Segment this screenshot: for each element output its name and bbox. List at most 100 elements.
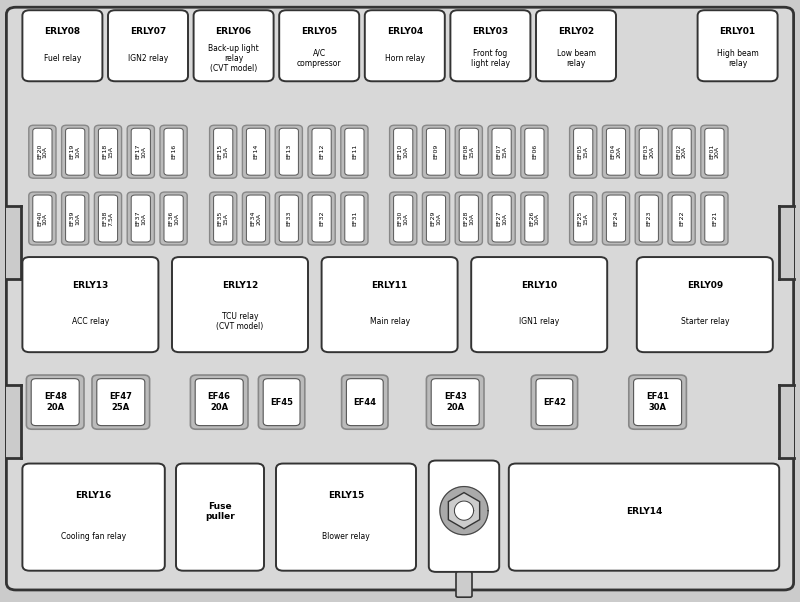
Text: Starter relay: Starter relay bbox=[681, 317, 729, 326]
FancyBboxPatch shape bbox=[279, 128, 298, 175]
FancyBboxPatch shape bbox=[639, 128, 658, 175]
FancyBboxPatch shape bbox=[190, 375, 248, 429]
FancyBboxPatch shape bbox=[390, 125, 417, 178]
Text: EF10
10A: EF10 10A bbox=[398, 144, 409, 160]
FancyBboxPatch shape bbox=[635, 125, 662, 178]
FancyBboxPatch shape bbox=[22, 257, 158, 352]
FancyBboxPatch shape bbox=[525, 195, 544, 242]
FancyBboxPatch shape bbox=[570, 125, 597, 178]
FancyBboxPatch shape bbox=[94, 125, 122, 178]
Text: EF33: EF33 bbox=[286, 211, 291, 226]
FancyBboxPatch shape bbox=[246, 128, 266, 175]
FancyBboxPatch shape bbox=[279, 195, 298, 242]
FancyBboxPatch shape bbox=[346, 379, 383, 426]
Text: Fuel relay: Fuel relay bbox=[44, 54, 81, 63]
FancyBboxPatch shape bbox=[22, 10, 102, 81]
Text: EF37
10A: EF37 10A bbox=[135, 211, 146, 226]
Text: EF43
20A: EF43 20A bbox=[444, 393, 466, 412]
FancyBboxPatch shape bbox=[536, 379, 573, 426]
Text: ERLY06: ERLY06 bbox=[215, 27, 252, 36]
Polygon shape bbox=[448, 492, 480, 529]
FancyBboxPatch shape bbox=[176, 464, 264, 571]
FancyBboxPatch shape bbox=[672, 128, 691, 175]
Text: ERLY09: ERLY09 bbox=[686, 281, 723, 290]
FancyBboxPatch shape bbox=[536, 10, 616, 81]
FancyBboxPatch shape bbox=[521, 192, 548, 245]
Text: EF22: EF22 bbox=[679, 211, 684, 226]
Text: EF28
10A: EF28 10A bbox=[463, 211, 474, 226]
Text: ERLY07: ERLY07 bbox=[130, 27, 166, 36]
FancyBboxPatch shape bbox=[365, 10, 445, 81]
Text: ERLY02: ERLY02 bbox=[558, 27, 594, 36]
FancyBboxPatch shape bbox=[31, 379, 79, 426]
Text: EF41
30A: EF41 30A bbox=[646, 393, 669, 412]
Text: EF02
20A: EF02 20A bbox=[676, 144, 687, 160]
Text: EF42: EF42 bbox=[543, 398, 566, 406]
Text: EF06: EF06 bbox=[532, 144, 537, 160]
Text: EF03
20A: EF03 20A bbox=[643, 144, 654, 160]
FancyBboxPatch shape bbox=[570, 192, 597, 245]
FancyBboxPatch shape bbox=[164, 128, 183, 175]
Text: EF45: EF45 bbox=[270, 398, 293, 406]
Text: EF20
10A: EF20 10A bbox=[37, 144, 48, 160]
Text: EF48
20A: EF48 20A bbox=[44, 393, 66, 412]
FancyBboxPatch shape bbox=[97, 379, 145, 426]
Text: A/C
compressor: A/C compressor bbox=[297, 49, 342, 68]
Text: EF05
15A: EF05 15A bbox=[578, 144, 589, 160]
FancyBboxPatch shape bbox=[426, 375, 484, 429]
FancyBboxPatch shape bbox=[22, 464, 165, 571]
Text: High beam
relay: High beam relay bbox=[717, 49, 758, 68]
Text: ERLY14: ERLY14 bbox=[626, 507, 662, 517]
Polygon shape bbox=[454, 501, 474, 520]
FancyBboxPatch shape bbox=[390, 192, 417, 245]
FancyBboxPatch shape bbox=[698, 10, 778, 81]
FancyBboxPatch shape bbox=[6, 7, 794, 590]
Text: EF11: EF11 bbox=[352, 144, 357, 160]
Text: Blower relay: Blower relay bbox=[322, 532, 370, 541]
Polygon shape bbox=[440, 486, 488, 535]
FancyBboxPatch shape bbox=[492, 195, 511, 242]
FancyBboxPatch shape bbox=[602, 192, 630, 245]
FancyBboxPatch shape bbox=[312, 128, 331, 175]
Text: EF40
10A: EF40 10A bbox=[37, 211, 48, 226]
FancyBboxPatch shape bbox=[33, 128, 52, 175]
Text: EF14: EF14 bbox=[254, 144, 258, 160]
FancyBboxPatch shape bbox=[471, 257, 607, 352]
Text: EF32: EF32 bbox=[319, 211, 324, 226]
FancyBboxPatch shape bbox=[634, 379, 682, 426]
FancyBboxPatch shape bbox=[94, 192, 122, 245]
FancyBboxPatch shape bbox=[246, 195, 266, 242]
Text: ERLY04: ERLY04 bbox=[386, 27, 423, 36]
Text: EF47
25A: EF47 25A bbox=[110, 393, 132, 412]
FancyBboxPatch shape bbox=[160, 192, 187, 245]
Text: ERLY15: ERLY15 bbox=[328, 491, 364, 500]
FancyBboxPatch shape bbox=[342, 375, 388, 429]
FancyBboxPatch shape bbox=[345, 195, 364, 242]
FancyBboxPatch shape bbox=[26, 375, 84, 429]
FancyBboxPatch shape bbox=[127, 192, 154, 245]
FancyBboxPatch shape bbox=[308, 192, 335, 245]
Text: EF24: EF24 bbox=[614, 211, 618, 226]
Text: EF08
15A: EF08 15A bbox=[463, 144, 474, 160]
FancyBboxPatch shape bbox=[92, 375, 150, 429]
Text: Main relay: Main relay bbox=[370, 317, 410, 326]
FancyBboxPatch shape bbox=[214, 195, 233, 242]
FancyBboxPatch shape bbox=[394, 195, 413, 242]
FancyBboxPatch shape bbox=[131, 128, 150, 175]
Text: EF17
10A: EF17 10A bbox=[135, 144, 146, 160]
FancyBboxPatch shape bbox=[66, 195, 85, 242]
FancyBboxPatch shape bbox=[131, 195, 150, 242]
FancyBboxPatch shape bbox=[492, 128, 511, 175]
FancyBboxPatch shape bbox=[214, 128, 233, 175]
Text: EF38
7.5A: EF38 7.5A bbox=[102, 211, 114, 226]
FancyBboxPatch shape bbox=[62, 125, 89, 178]
Text: EF26
10A: EF26 10A bbox=[529, 211, 540, 226]
FancyBboxPatch shape bbox=[431, 379, 479, 426]
Bar bbox=[779, 206, 794, 279]
Text: EF09: EF09 bbox=[434, 144, 438, 160]
Text: ERLY08: ERLY08 bbox=[44, 27, 81, 36]
FancyBboxPatch shape bbox=[29, 125, 56, 178]
Text: IGN1 relay: IGN1 relay bbox=[519, 317, 559, 326]
FancyBboxPatch shape bbox=[160, 125, 187, 178]
FancyBboxPatch shape bbox=[275, 125, 302, 178]
